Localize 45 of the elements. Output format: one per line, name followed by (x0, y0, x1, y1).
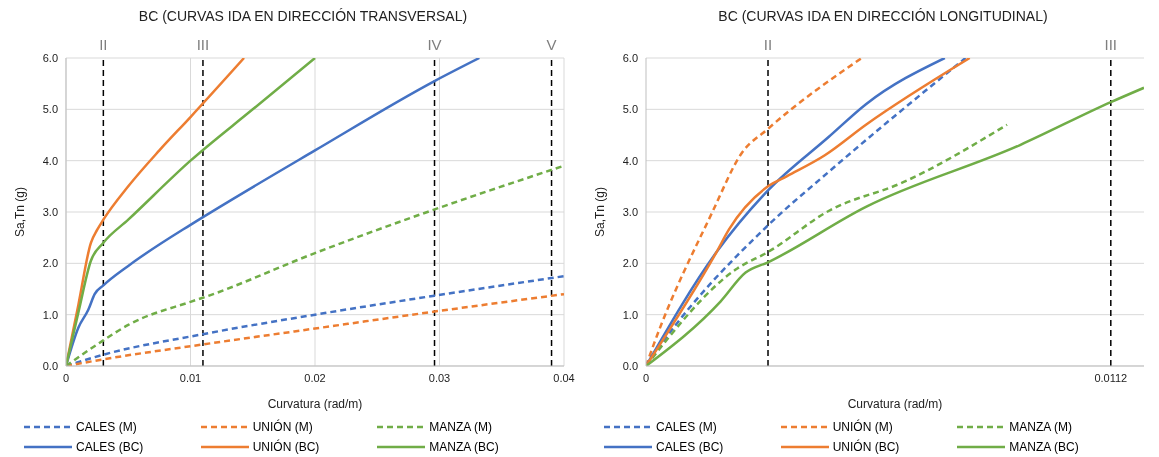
ref-line-label: IV (427, 36, 442, 53)
ref-line-label: II (763, 36, 773, 53)
y-axis-title: Sa,Tn (g) (593, 186, 608, 238)
y-tick-label: 5.0 (622, 103, 638, 116)
legend-label: UNIÓN (M) (252, 420, 313, 434)
x-axis-title: Curvatura (rad/m) (267, 397, 363, 411)
y-tick-label: 2.0 (622, 257, 638, 270)
legend-label: CALES (M) (656, 420, 717, 434)
y-tick-label: 4.0 (42, 154, 58, 167)
x-tick-label: 0.01 (179, 371, 202, 384)
y-tick-label: 2.0 (42, 257, 58, 270)
y-tick-label: 3.0 (622, 205, 638, 218)
ref-line-label: II (99, 36, 108, 53)
x-tick-label: 0.04 (553, 371, 575, 384)
x-tick-label: 0.0112 (1094, 371, 1128, 384)
x-axis-title: Curvatura (rad/m) (847, 397, 943, 411)
legend-label: CALES (M) (76, 420, 137, 434)
x-tick-label: 0.02 (304, 371, 326, 384)
legend-label: UNIÓN (BC) (252, 440, 320, 454)
y-tick-label: 6.0 (42, 51, 58, 64)
ref-line-label: III (196, 36, 210, 53)
y-axis-title: Sa,Tn (g) (13, 186, 28, 238)
y-tick-label: 0.0 (622, 359, 638, 372)
x-tick-label: 0 (62, 371, 70, 384)
legend-label: MANZA (M) (429, 420, 492, 434)
y-tick-label: 4.0 (622, 154, 638, 167)
legend-label: UNIÓN (BC) (832, 440, 900, 454)
ref-line-label: III (1104, 36, 1118, 53)
y-tick-label: 1.0 (42, 308, 58, 321)
y-tick-label: 0.0 (42, 359, 58, 372)
legend-label: CALES (BC) (656, 440, 724, 454)
legend-label: CALES (BC) (76, 440, 144, 454)
y-tick-label: 1.0 (622, 308, 638, 321)
legend-label: MANZA (M) (1009, 420, 1072, 434)
y-tick-label: 3.0 (42, 205, 58, 218)
legend-label: MANZA (BC) (1009, 440, 1079, 454)
y-tick-label: 5.0 (42, 103, 58, 116)
chart-title: BC (CURVAS IDA EN DIRECCIÓN LONGITUDINAL) (717, 8, 1049, 26)
legend-label: UNIÓN (M) (832, 420, 893, 434)
ref-line-label: V (546, 36, 557, 53)
chart-title: BC (CURVAS IDA EN DIRECCIÓN TRANSVERSAL) (137, 8, 469, 26)
legend-label: MANZA (BC) (429, 440, 499, 454)
x-tick-label: 0 (642, 371, 650, 384)
x-tick-label: 0.03 (428, 371, 451, 384)
y-tick-label: 6.0 (622, 51, 638, 64)
